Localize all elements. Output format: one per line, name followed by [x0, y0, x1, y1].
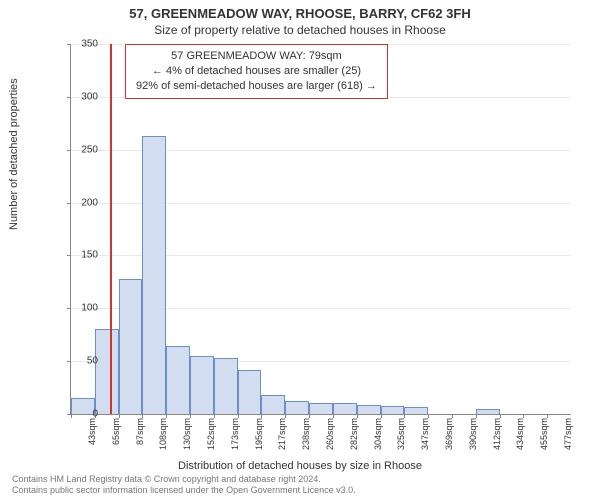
chart-subtitle: Size of property relative to detached ho… [0, 21, 600, 37]
ytick-mark [67, 150, 71, 151]
xtick-label: 108sqm [158, 418, 168, 458]
histogram-bar [333, 403, 357, 414]
histogram-bar [238, 370, 262, 414]
xtick-label: 347sqm [420, 418, 430, 458]
xtick-mark [452, 414, 453, 418]
histogram-bar [285, 401, 309, 414]
xtick-mark [309, 414, 310, 418]
xtick-label: 369sqm [444, 418, 454, 458]
xtick-label: 282sqm [349, 418, 359, 458]
xtick-label: 260sqm [325, 418, 335, 458]
xtick-label: 173sqm [230, 418, 240, 458]
ytick-mark [67, 361, 71, 362]
xtick-label: 195sqm [254, 418, 264, 458]
histogram-bar [404, 407, 428, 414]
xtick-label: 325sqm [396, 418, 406, 458]
xtick-mark [261, 414, 262, 418]
ytick-mark [67, 44, 71, 45]
histogram-bar [166, 346, 190, 414]
xtick-mark [357, 414, 358, 418]
info-line-2: ← 4% of detached houses are smaller (25) [136, 64, 377, 79]
xtick-label: 217sqm [277, 418, 287, 458]
xtick-mark [119, 414, 120, 418]
xtick-label: 304sqm [373, 418, 383, 458]
info-box: 57 GREENMEADOW WAY: 79sqm ← 4% of detach… [125, 44, 388, 99]
reference-line [110, 44, 112, 414]
xtick-mark [285, 414, 286, 418]
info-line-3: 92% of semi-detached houses are larger (… [136, 79, 377, 94]
xtick-mark [428, 414, 429, 418]
xtick-mark [381, 414, 382, 418]
xtick-label: 87sqm [135, 418, 145, 458]
attribution-line-2: Contains public sector information licen… [12, 485, 356, 496]
histogram-bar [214, 358, 238, 414]
xtick-mark [523, 414, 524, 418]
histogram-bar [71, 398, 95, 414]
xtick-label: 412sqm [492, 418, 502, 458]
xtick-label: 130sqm [182, 418, 192, 458]
xtick-mark [547, 414, 548, 418]
xtick-mark [500, 414, 501, 418]
ytick-mark [67, 203, 71, 204]
xtick-mark [190, 414, 191, 418]
xtick-mark [214, 414, 215, 418]
xtick-label: 455sqm [539, 418, 549, 458]
y-axis-label: Number of detached properties [8, 78, 20, 230]
xtick-mark [166, 414, 167, 418]
ytick-label: 100 [81, 303, 98, 314]
histogram-bar [476, 409, 500, 414]
ytick-label: 50 [87, 356, 98, 367]
attribution: Contains HM Land Registry data © Crown c… [12, 474, 356, 496]
xtick-mark [404, 414, 405, 418]
x-axis-label: Distribution of detached houses by size … [0, 460, 600, 472]
histogram-bar [190, 356, 214, 414]
attribution-line-1: Contains HM Land Registry data © Crown c… [12, 474, 356, 485]
histogram-bar [261, 395, 285, 414]
ytick-label: 200 [81, 197, 98, 208]
histogram-bar [95, 329, 119, 414]
xtick-label: 152sqm [206, 418, 216, 458]
histogram-bar [119, 279, 143, 414]
xtick-label: 390sqm [468, 418, 478, 458]
xtick-mark [476, 414, 477, 418]
xtick-label: 43sqm [87, 418, 97, 458]
ytick-label: 350 [81, 39, 98, 50]
ytick-mark [67, 308, 71, 309]
plot-area: 43sqm65sqm87sqm108sqm130sqm152sqm173sqm1… [70, 44, 571, 415]
info-line-1: 57 GREENMEADOW WAY: 79sqm [136, 49, 377, 64]
histogram-bar [142, 136, 166, 414]
chart-container: 57, GREENMEADOW WAY, RHOOSE, BARRY, CF62… [0, 0, 600, 500]
xtick-label: 477sqm [563, 418, 573, 458]
xtick-mark [71, 414, 72, 418]
xtick-mark [333, 414, 334, 418]
ytick-label: 0 [92, 409, 98, 420]
xtick-label: 238sqm [301, 418, 311, 458]
histogram-bar [309, 403, 333, 414]
chart-title: 57, GREENMEADOW WAY, RHOOSE, BARRY, CF62… [0, 0, 600, 21]
ytick-mark [67, 97, 71, 98]
xtick-mark [142, 414, 143, 418]
ytick-label: 150 [81, 250, 98, 261]
ytick-mark [67, 255, 71, 256]
xtick-mark [238, 414, 239, 418]
xtick-label: 434sqm [515, 418, 525, 458]
xtick-label: 65sqm [111, 418, 121, 458]
ytick-label: 250 [81, 144, 98, 155]
histogram-bar [357, 405, 381, 415]
histogram-bar [381, 406, 405, 414]
ytick-label: 300 [81, 91, 98, 102]
